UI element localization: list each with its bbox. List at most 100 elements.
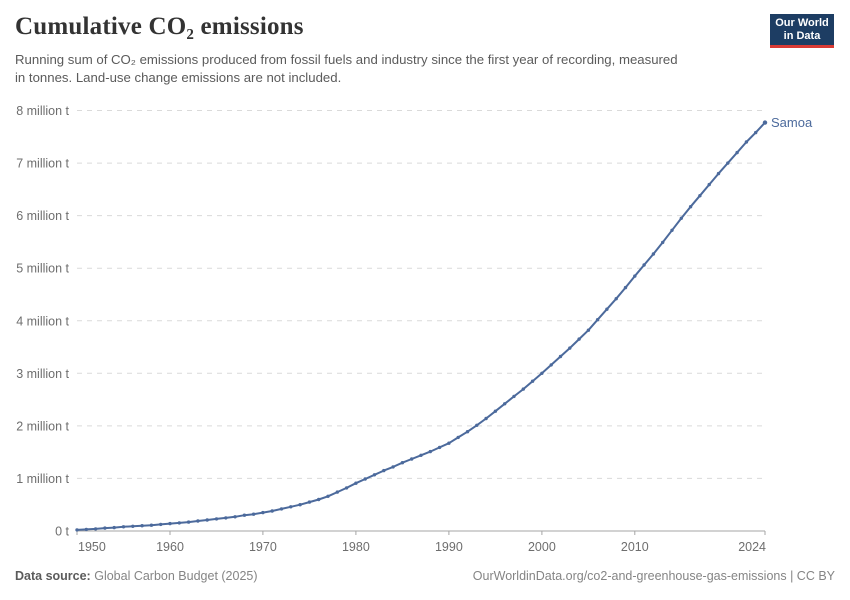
y-axis-tick-label: 4 million t	[16, 314, 69, 328]
data-point[interactable]	[521, 387, 525, 391]
x-axis-tick-label: 1950	[78, 540, 106, 554]
data-point[interactable]	[428, 449, 432, 454]
data-point[interactable]	[762, 120, 768, 125]
data-point[interactable]	[382, 468, 386, 473]
data-point[interactable]	[419, 453, 423, 457]
data-point[interactable]	[633, 274, 637, 278]
data-point[interactable]	[558, 354, 563, 359]
data-point[interactable]	[261, 510, 265, 515]
data-point[interactable]	[391, 465, 395, 469]
data-point[interactable]	[688, 205, 693, 209]
data-point[interactable]	[754, 130, 758, 135]
data-point[interactable]	[475, 423, 479, 427]
data-point[interactable]	[512, 394, 516, 399]
data-point[interactable]	[270, 509, 274, 513]
data-point[interactable]	[224, 516, 228, 520]
data-point[interactable]	[75, 528, 79, 532]
data-point[interactable]	[735, 150, 739, 155]
data-point[interactable]	[530, 379, 535, 383]
x-axis-tick-label: 2000	[528, 540, 556, 554]
data-point[interactable]	[103, 526, 107, 530]
data-point[interactable]	[205, 518, 209, 522]
owid-logo-line2: in Data	[783, 30, 821, 42]
data-source: Data source: Global Carbon Budget (2025)	[15, 569, 258, 583]
data-point[interactable]	[493, 409, 498, 413]
data-point[interactable]	[623, 285, 628, 290]
data-point[interactable]	[149, 523, 154, 527]
data-point[interactable]	[186, 520, 191, 524]
data-point[interactable]	[335, 490, 339, 494]
y-axis-tick-label: 5 million t	[16, 262, 69, 276]
data-point[interactable]	[354, 481, 358, 485]
data-point[interactable]	[251, 512, 256, 516]
data-point[interactable]	[214, 517, 219, 521]
data-point[interactable]	[456, 435, 460, 440]
data-point[interactable]	[605, 307, 609, 311]
owid-logo[interactable]: Our World in Data	[770, 14, 834, 48]
data-point[interactable]	[670, 228, 674, 232]
y-axis-tick-label: 1 million t	[16, 472, 69, 486]
series-end-label[interactable]: Samoa	[771, 115, 813, 130]
data-point[interactable]	[698, 194, 702, 198]
data-point[interactable]	[447, 441, 451, 445]
data-point[interactable]	[121, 525, 126, 529]
data-point[interactable]	[577, 337, 581, 341]
x-axis-tick-label: 1990	[435, 540, 463, 554]
data-point[interactable]	[586, 328, 591, 332]
data-point[interactable]	[642, 263, 646, 267]
x-axis-tick-label: 2010	[621, 540, 649, 554]
data-point[interactable]	[744, 140, 749, 144]
data-point[interactable]	[159, 522, 163, 527]
y-axis-tick-label: 0 t	[55, 525, 69, 539]
data-point[interactable]	[465, 430, 470, 434]
x-axis-tick-label: 2024	[738, 540, 766, 554]
data-point[interactable]	[177, 521, 181, 525]
data-point[interactable]	[279, 507, 284, 511]
data-point[interactable]	[549, 363, 553, 367]
chart-subtitle: Running sum of CO₂ emissions produced fr…	[15, 52, 678, 85]
data-point[interactable]	[726, 161, 730, 165]
data-point[interactable]	[326, 494, 330, 498]
data-point[interactable]	[716, 171, 721, 176]
data-point[interactable]	[400, 461, 405, 465]
data-point[interactable]	[568, 346, 572, 350]
data-point[interactable]	[298, 503, 302, 507]
data-point[interactable]	[707, 182, 711, 187]
data-point[interactable]	[661, 240, 665, 245]
data-point[interactable]	[289, 505, 293, 509]
data-line-samoa[interactable]	[76, 121, 766, 531]
y-axis-tick-label: 2 million t	[16, 419, 69, 433]
data-point[interactable]	[484, 416, 488, 421]
data-point[interactable]	[437, 445, 442, 450]
data-point[interactable]	[679, 216, 683, 220]
data-point[interactable]	[503, 402, 507, 406]
data-point[interactable]	[168, 521, 172, 526]
data-point[interactable]	[140, 524, 144, 528]
x-axis-tick-label: 1970	[249, 540, 277, 554]
data-point[interactable]	[93, 527, 98, 531]
data-point[interactable]	[410, 457, 414, 461]
data-point[interactable]	[614, 297, 618, 301]
data-point[interactable]	[317, 497, 321, 502]
data-point[interactable]	[196, 519, 200, 523]
data-point[interactable]	[233, 515, 237, 519]
data-point[interactable]	[112, 525, 116, 530]
y-axis-tick-label: 3 million t	[16, 367, 69, 381]
data-point[interactable]	[131, 524, 135, 528]
data-point[interactable]	[307, 500, 312, 504]
data-point[interactable]	[344, 486, 349, 490]
data-point[interactable]	[540, 371, 544, 375]
data-point[interactable]	[363, 477, 367, 481]
data-point[interactable]	[651, 252, 656, 256]
data-point[interactable]	[595, 318, 600, 322]
data-source-label: Data source:	[15, 569, 91, 583]
y-axis-tick-label: 8 million t	[16, 104, 69, 118]
data-point[interactable]	[242, 513, 247, 517]
data-point[interactable]	[84, 527, 89, 532]
x-axis-tick-label: 1980	[342, 540, 370, 554]
data-point[interactable]	[372, 473, 377, 477]
owid-logo-line1: Our World	[775, 17, 829, 29]
footer-link[interactable]: OurWorldinData.org/co2-and-greenhouse-ga…	[472, 569, 835, 583]
y-axis-tick-label: 6 million t	[16, 209, 69, 223]
